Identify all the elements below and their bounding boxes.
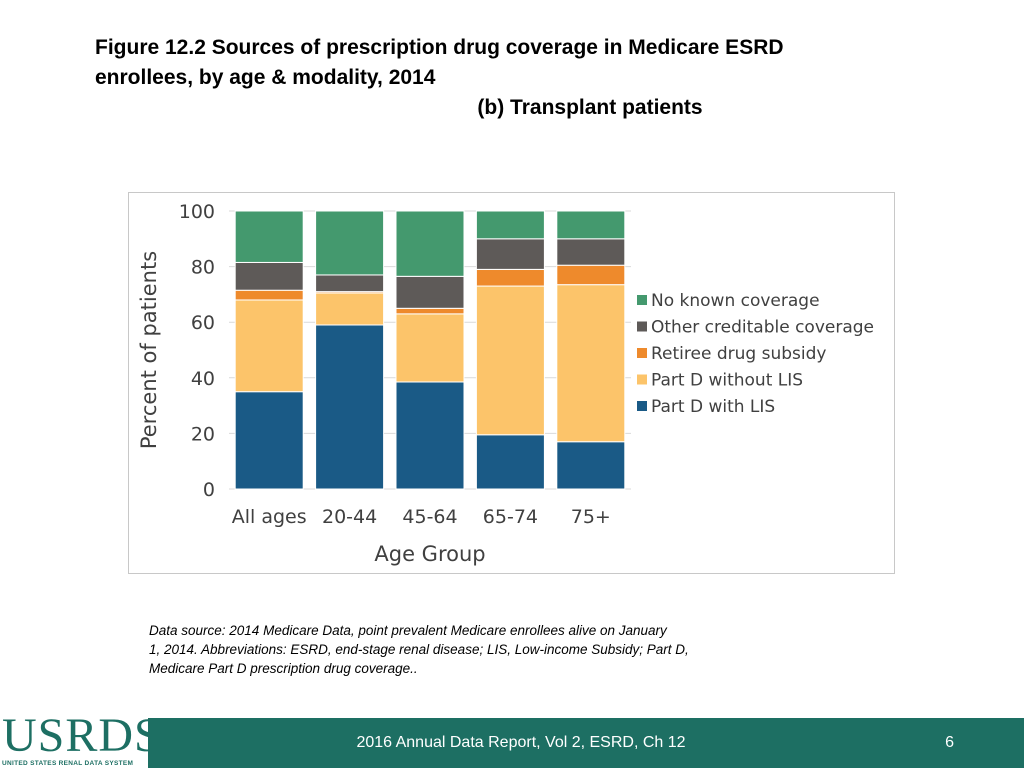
bar-segment-2-4 xyxy=(395,210,465,277)
logo-wordmark: USRDS xyxy=(2,709,162,762)
bar-segment-3-1 xyxy=(475,285,545,436)
footnote-line2: 1, 2014. Abbreviations: ESRD, end-stage … xyxy=(149,642,689,657)
footnote-line1: Data source: 2014 Medicare Data, point p… xyxy=(149,623,667,638)
page-number: 6 xyxy=(945,734,954,751)
bar-segment-0-3 xyxy=(234,261,304,291)
logo-subtext: UNITED STATES RENAL DATA SYSTEM xyxy=(2,760,134,767)
legend-swatch-3 xyxy=(637,374,647,385)
legend-swatch-1 xyxy=(637,321,647,332)
x-tick-label-4: 75+ xyxy=(571,506,611,528)
legend-swatch-4 xyxy=(637,401,647,411)
y-tick-label-60: 60 xyxy=(191,312,215,334)
bar-segment-3-0 xyxy=(475,434,545,490)
legend-label-0: No known coverage xyxy=(651,291,820,311)
bar-segment-4-0 xyxy=(556,441,626,490)
bar-segment-2-0 xyxy=(395,381,465,490)
legend-label-4: Part D with LIS xyxy=(651,397,775,417)
x-tick-label-1: 20-44 xyxy=(322,506,377,528)
legend-swatch-0 xyxy=(637,295,647,305)
bar-segment-1-3 xyxy=(315,274,385,293)
figure-title: Figure 12.2 Sources of prescription drug… xyxy=(95,33,955,123)
figure-title-line2: enrollees, by age & modality, 2014 xyxy=(95,66,436,89)
y-tick-label-40: 40 xyxy=(191,368,215,390)
bar-segment-4-1 xyxy=(556,284,626,443)
x-tick-label-0: All ages xyxy=(232,506,307,528)
bar-segment-3-2 xyxy=(475,268,545,287)
y-tick-label-100: 100 xyxy=(179,201,215,223)
bar-segment-4-2 xyxy=(556,264,626,286)
usrds-logo: USRDS UNITED STATES RENAL DATA SYSTEM xyxy=(0,710,161,768)
footer-bar: 2016 Annual Data Report, Vol 2, ESRD, Ch… xyxy=(148,718,1024,768)
y-axis-title: Percent of patients xyxy=(137,251,161,449)
bar-segment-1-4 xyxy=(315,210,385,276)
bar-segment-0-1 xyxy=(234,299,304,393)
stacked-bar-chart: 0 20 40 60 80 100 All ages 20-44 45-64 65-74 75+ Ag… xyxy=(137,201,874,566)
footnote-line3: Medicare Part D prescription drug covera… xyxy=(149,661,418,676)
y-tick-label-80: 80 xyxy=(191,257,215,279)
x-tick-label-2: 45-64 xyxy=(402,506,457,528)
bar-segment-3-3 xyxy=(475,238,545,270)
y-tick-label-0: 0 xyxy=(203,479,215,501)
y-tick-label-20: 20 xyxy=(191,423,215,445)
bar-segment-0-4 xyxy=(234,210,304,263)
legend-label-2: Retiree drug subsidy xyxy=(651,344,826,364)
bar-segment-0-0 xyxy=(234,391,304,490)
bar-segment-3-4 xyxy=(475,210,545,240)
bar-segment-4-3 xyxy=(556,238,626,266)
legend-swatch-2 xyxy=(637,348,647,358)
x-tick-label-3: 65-74 xyxy=(483,506,538,528)
figure-subtitle: (b) Transplant patients xyxy=(477,96,703,119)
bar-segment-2-1 xyxy=(395,313,465,383)
chart-frame: 0 20 40 60 80 100 All ages 20-44 45-64 65-74 75+ Ag… xyxy=(128,192,895,574)
bar-segment-2-2 xyxy=(395,307,465,315)
report-label: 2016 Annual Data Report, Vol 2, ESRD, Ch… xyxy=(356,734,686,751)
figure-title-line1: Figure 12.2 Sources of prescription drug… xyxy=(95,36,784,59)
bar-segment-4-4 xyxy=(556,210,626,240)
bar-segment-0-2 xyxy=(234,289,304,301)
x-axis-title: Age Group xyxy=(374,542,485,566)
legend-label-3: Part D without LIS xyxy=(651,371,803,391)
bar-segment-2-3 xyxy=(395,275,465,309)
bar-segment-1-0 xyxy=(315,324,385,490)
legend-label-1: Other creditable coverage xyxy=(651,318,874,338)
bar-segment-1-1 xyxy=(315,292,385,326)
data-source-note: Data source: 2014 Medicare Data, point p… xyxy=(149,621,769,678)
